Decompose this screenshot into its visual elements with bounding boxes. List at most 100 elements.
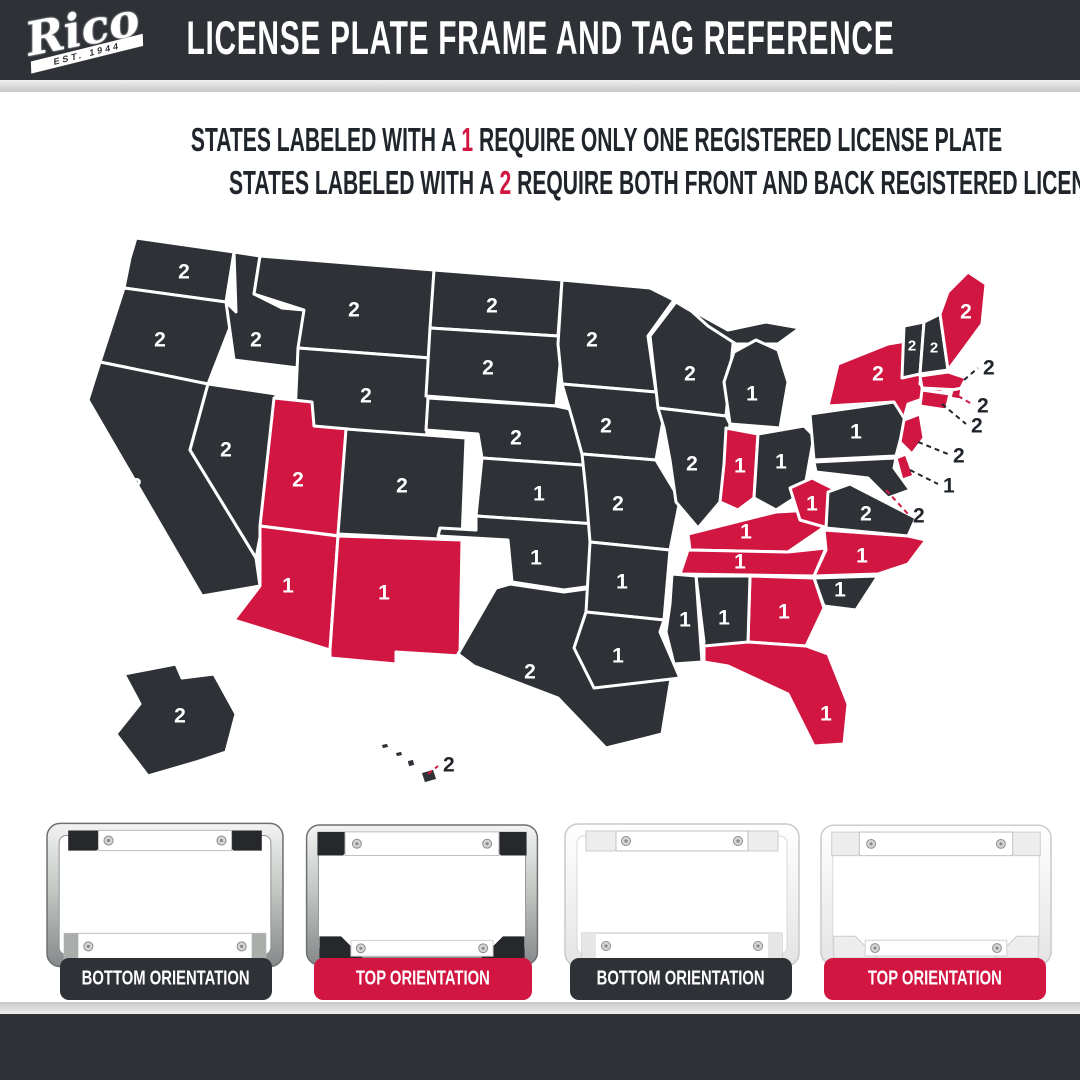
state-PA-plate-count: 1 [850, 421, 862, 444]
state-OR [98, 286, 238, 386]
state-TN [678, 546, 828, 578]
state-OK-plate-count: 1 [530, 547, 542, 570]
state-LA-plate-count: 1 [612, 645, 624, 668]
legend-line-1: STATES LABELED WITH A 1 REQUIRE ONLY ONE… [190, 120, 1003, 159]
callout-MD-plate-count: 2 [913, 505, 925, 528]
state-OR-plate-count: 2 [154, 329, 166, 352]
state-FL [702, 640, 850, 748]
state-NY-plate-count: 2 [872, 363, 884, 386]
state-MO-plate-count: 2 [612, 493, 624, 516]
state-CA-plate-count: 2 [130, 475, 142, 498]
state-MI-plate-count: 1 [746, 383, 758, 406]
frame-graphic [305, 824, 539, 966]
state-SD-plate-count: 2 [482, 357, 494, 380]
callout-line-MD [885, 489, 909, 515]
state-KS-plate-count: 1 [533, 483, 545, 506]
frame-graphic [46, 822, 284, 968]
state-HI-part1 [392, 748, 406, 760]
state-DE [894, 452, 916, 482]
state-ID-plate-count: 2 [250, 329, 262, 352]
state-ND-plate-count: 2 [486, 295, 498, 318]
state-NE-plate-count: 2 [510, 427, 522, 450]
callout-DE-plate-count: 1 [943, 475, 955, 498]
callout-line-MA [963, 367, 979, 381]
callout-line-NJ [917, 441, 949, 455]
state-TX-plate-count: 2 [524, 661, 536, 684]
orientation-label-3: BOTTOM ORIENTATION [570, 958, 792, 1000]
state-WV-plate-count: 1 [806, 493, 818, 516]
state-UT-plate-count: 2 [292, 469, 304, 492]
state-GA-plate-count: 1 [778, 601, 790, 624]
state-MS-plate-count: 1 [679, 609, 691, 632]
state-WY-plate-count: 2 [360, 385, 372, 408]
state-MI [686, 306, 802, 346]
frame-chrome-top [302, 822, 542, 968]
footer-divider [0, 1002, 1080, 1014]
legend-number-2: 2 [499, 163, 512, 202]
state-NJ [898, 412, 926, 456]
state-WI [648, 300, 736, 418]
callout-CT-plate-count: 2 [971, 415, 983, 438]
state-OH-plate-count: 1 [775, 451, 787, 474]
state-IA-plate-count: 2 [600, 415, 612, 438]
callout-line-CT [941, 403, 967, 425]
state-LA [572, 610, 682, 690]
state-AK-plate-count: 2 [174, 705, 186, 728]
state-NM [328, 534, 464, 666]
orientation-label-2: TOP ORIENTATION [314, 958, 532, 1000]
state-SD [424, 326, 564, 408]
state-HI-part3 [418, 766, 440, 786]
state-TN-plate-count: 1 [734, 551, 746, 574]
state-NC [812, 528, 928, 578]
header-bar: Rico EST. 1944 LICENSE PLATE FRAME AND T… [0, 0, 1080, 80]
state-ME [938, 270, 988, 372]
legend-line-2: STATES LABELED WITH A 2 REQUIRE BOTH FRO… [228, 163, 1080, 202]
state-HI-part2 [404, 756, 418, 770]
state-ME-plate-count: 2 [960, 301, 972, 324]
state-AK [114, 662, 238, 778]
state-IN-plate-count: 1 [734, 455, 746, 478]
state-IL [656, 406, 732, 530]
state-MA [918, 370, 968, 392]
state-MS [664, 572, 704, 666]
state-MI-part1 [722, 338, 790, 430]
frame-white-bottom [562, 820, 802, 970]
callout-RI-plate-count: 2 [977, 395, 989, 418]
orientation-label-4: TOP ORIENTATION [824, 958, 1046, 1000]
callout-line-HI [427, 765, 439, 775]
callout-NJ-plate-count: 2 [953, 445, 965, 468]
frame-graphic [820, 824, 1052, 966]
state-KY-plate-count: 1 [740, 521, 752, 544]
callout-line-RI [957, 395, 973, 405]
state-VT-plate-count: 2 [908, 338, 916, 355]
state-MD [812, 456, 912, 500]
state-WI-plate-count: 2 [684, 363, 696, 386]
state-MT-plate-count: 2 [348, 299, 360, 322]
header-divider [0, 80, 1080, 92]
state-NV-plate-count: 2 [220, 439, 232, 462]
state-MO [580, 452, 682, 552]
state-FL-plate-count: 1 [820, 703, 832, 726]
state-SC-plate-count: 1 [834, 579, 846, 602]
frame-graphic [564, 823, 800, 967]
frame-white-top [818, 822, 1054, 968]
legend: STATES LABELED WITH A 1 REQUIRE ONLY ONE… [0, 118, 1080, 204]
state-AZ-plate-count: 1 [282, 575, 294, 598]
state-NC-plate-count: 1 [856, 545, 868, 568]
state-NM-plate-count: 1 [378, 582, 390, 605]
state-CO-plate-count: 2 [396, 475, 408, 498]
state-NH-plate-count: 2 [930, 340, 938, 357]
state-AL-plate-count: 1 [718, 607, 730, 630]
callout-HI-plate-count: 2 [443, 754, 455, 777]
state-AR-plate-count: 1 [616, 571, 628, 594]
state-HI [378, 740, 392, 752]
frame-chrome-bottom [44, 820, 286, 970]
callout-MA-plate-count: 2 [983, 357, 995, 380]
footer-bar: Rico EST. 1944 * BE SURE TO CONFIRM WITH… [0, 1014, 1080, 1080]
state-VA-plate-count: 2 [860, 503, 872, 526]
state-VA [824, 482, 918, 538]
legend-number-1: 1 [461, 120, 474, 159]
state-WA-plate-count: 2 [178, 261, 190, 284]
